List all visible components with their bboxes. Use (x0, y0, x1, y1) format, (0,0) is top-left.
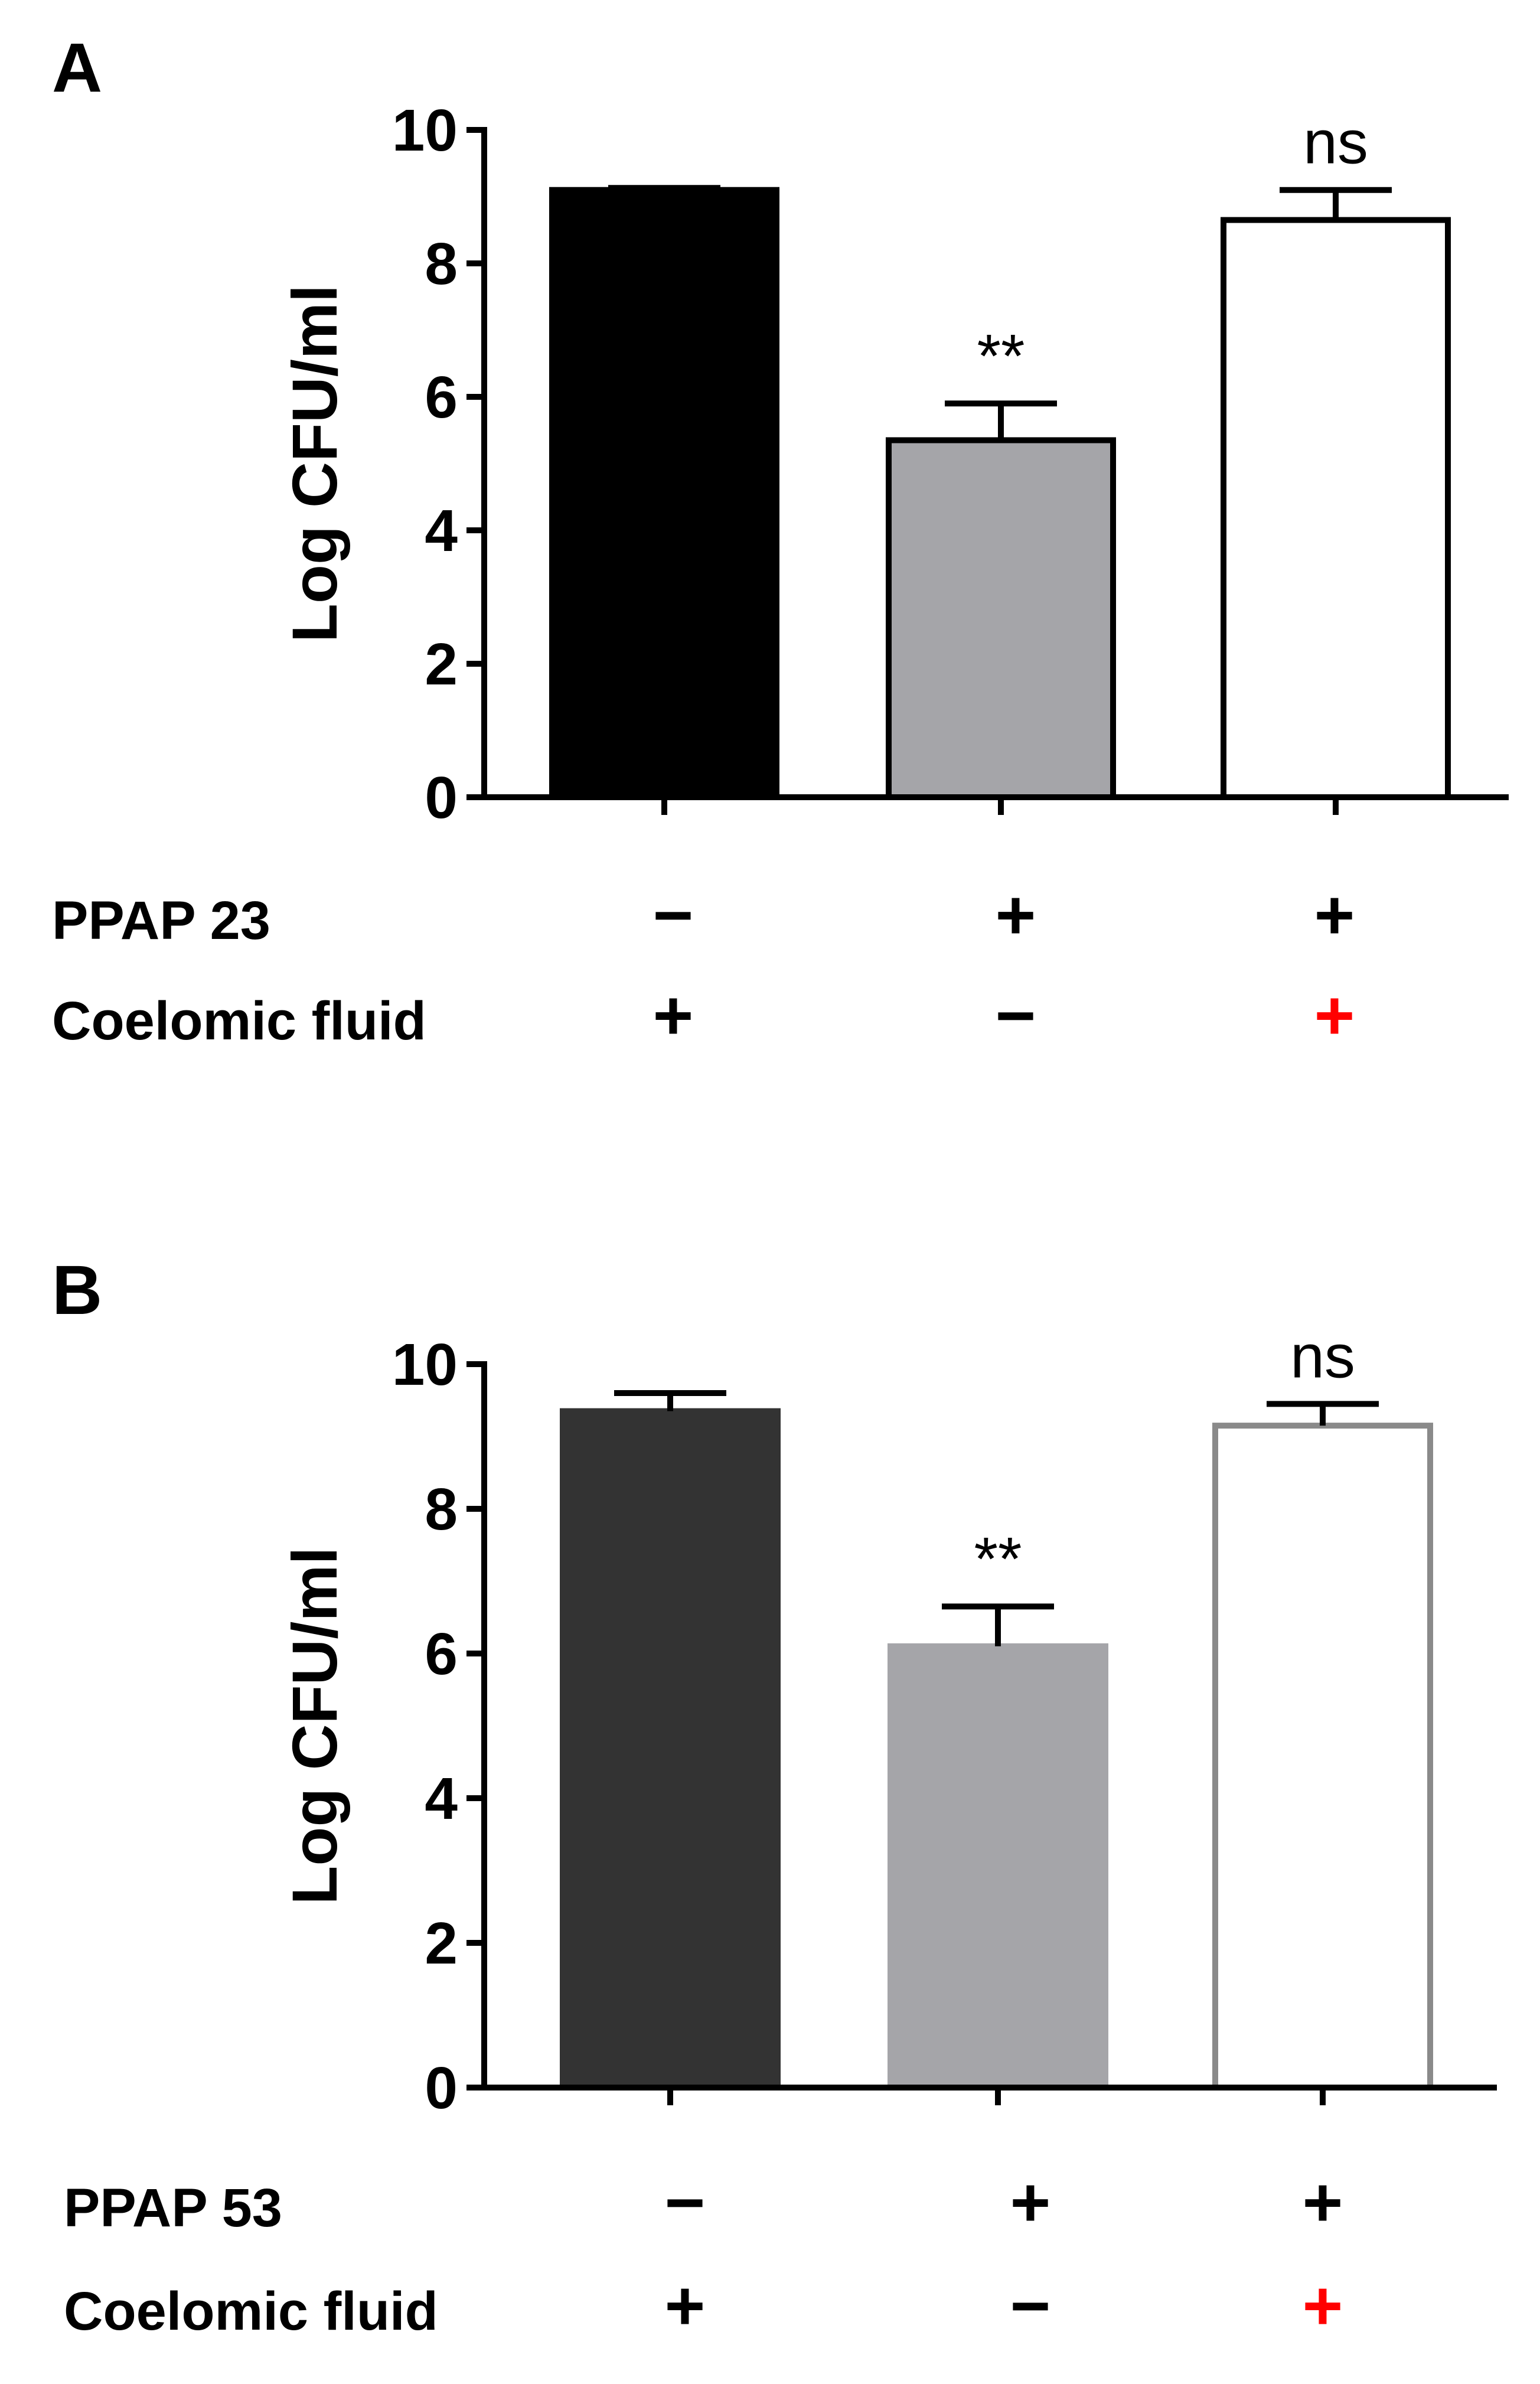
y-axis-title: Log CFU/ml (279, 285, 350, 643)
panel-b: B ** ns 0 2 4 6 8 10 Log CFU/ml PPAP 53 − + + Coelomic… (52, 1251, 1497, 2345)
y-tick-label: 0 (425, 2055, 458, 2121)
y-tick-label: 2 (425, 631, 458, 697)
y-tick-label: 4 (425, 498, 458, 564)
condition-sign: + (1010, 2164, 1051, 2242)
significance-label-3: ns (1290, 1322, 1355, 1391)
condition-sign: + (653, 977, 694, 1055)
condition-sign: + (665, 2267, 706, 2345)
condition-sign: − (996, 977, 1036, 1055)
y-tick-label: 4 (425, 1766, 458, 1832)
y-tick-label: 8 (425, 231, 458, 297)
significance-label-2: ** (974, 1525, 1022, 1593)
condition-sign: + (1303, 2267, 1343, 2345)
y-tick-label: 2 (425, 1910, 458, 1977)
y-tick-label: 0 (425, 765, 458, 831)
bar-2 (888, 1643, 1108, 2091)
y-tick-label: 8 (425, 1476, 458, 1542)
y-tick-label: 10 (392, 1332, 458, 1398)
bar-2 (886, 437, 1116, 800)
panel-a: A ** ns 0 2 4 6 8 10 Log CFU/ml PPAP 23 − + + Coelomic… (52, 29, 1509, 1055)
y-axis-title: Log CFU/ml (279, 1547, 350, 1905)
bar-1 (549, 187, 779, 801)
condition-sign: + (1303, 2164, 1343, 2242)
y-tick-label: 6 (425, 364, 458, 431)
bar-3 (1221, 217, 1451, 800)
y-tick-label: 10 (392, 97, 458, 164)
significance-label-2: ** (977, 322, 1025, 390)
condition-sign: + (1314, 876, 1355, 954)
condition-sign: + (1314, 977, 1355, 1055)
condition-sign: − (665, 2164, 706, 2242)
panel-letter: B (52, 1251, 102, 1329)
condition-sign: + (996, 876, 1036, 954)
bar-1 (560, 1408, 781, 2091)
condition-label: PPAP 23 (52, 891, 270, 951)
panel-letter: A (52, 29, 102, 107)
condition-label: PPAP 53 (64, 2178, 282, 2238)
condition-sign: − (653, 876, 694, 954)
condition-label: Coelomic fluid (52, 991, 426, 1051)
condition-label: Coelomic fluid (64, 2281, 438, 2341)
bar-3 (1212, 1423, 1433, 2091)
significance-label-3: ns (1303, 109, 1368, 177)
condition-sign: − (1010, 2267, 1051, 2345)
y-tick-label: 6 (425, 1621, 458, 1687)
